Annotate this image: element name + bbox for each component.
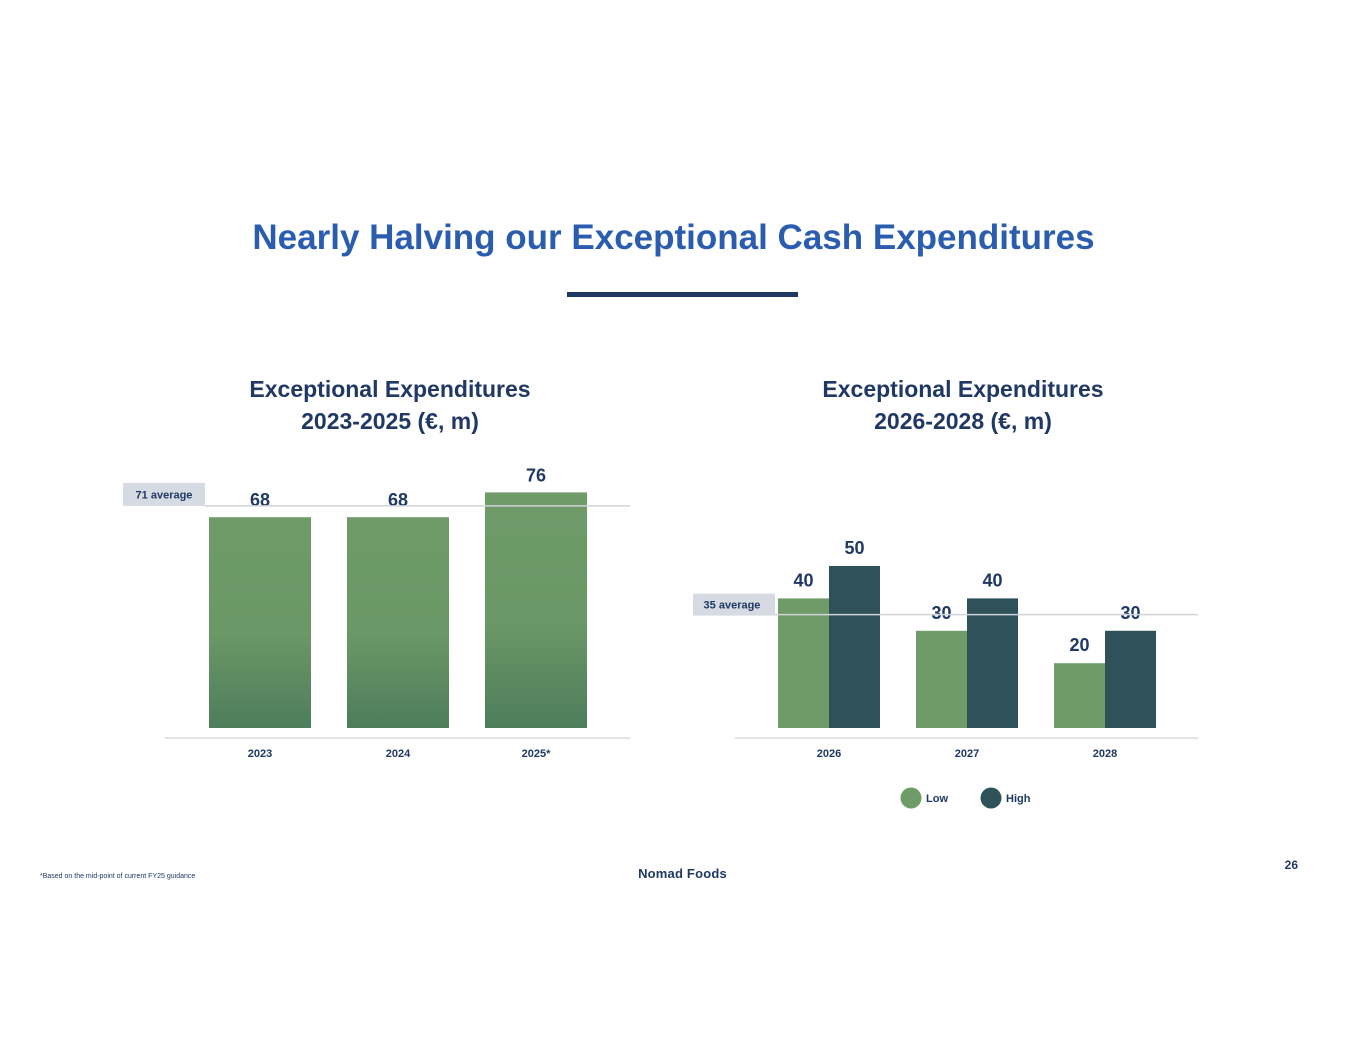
average-badge (693, 593, 775, 616)
bar-2025* (485, 492, 587, 728)
bar-high-2027 (967, 598, 1018, 728)
chart-1-title-line-1: Exceptional Expenditures (249, 376, 531, 402)
legend-swatch-low (900, 787, 922, 809)
average-badge (123, 482, 205, 506)
value-label-2023: 68 (250, 490, 270, 510)
chart-2-exceptional-expenditures-2026-2028: 40 30 20 50 40 30 2026 2027 2028 35 average Low Hig… (693, 538, 1198, 809)
value-label-high-2026: 50 (844, 538, 864, 558)
footnote: *Based on the mid-point of current FY25 … (40, 873, 196, 880)
bar-low-2027 (916, 630, 967, 728)
average-label: 71 average (136, 489, 193, 501)
bar-2024 (347, 517, 449, 728)
bar-2023 (209, 517, 311, 728)
value-label-2025*: 76 (526, 465, 546, 485)
bar-high-2026 (829, 566, 880, 728)
x-tick-2027: 2027 (955, 748, 979, 760)
chart-1-title: Exceptional Expenditures 2023-2025 (€, m… (180, 373, 600, 437)
legend-label-low: Low (926, 793, 948, 805)
legend-swatch-high (980, 787, 1002, 809)
bar-low-2026 (778, 598, 829, 728)
chart-1-exceptional-expenditures-2023-2025: 68 2023 68 2024 76 2025* 71 average (123, 465, 630, 760)
chart-2-title: Exceptional Expenditures 2026-2028 (€, m… (753, 373, 1173, 437)
average-label: 35 average (704, 600, 761, 612)
value-label-2024: 68 (388, 490, 408, 510)
x-tick-2026: 2026 (817, 748, 841, 760)
page-number: 26 (1284, 858, 1298, 872)
slide-title: Nearly Halving our Exceptional Cash Expe… (252, 218, 1095, 257)
x-tick-2028: 2028 (1093, 748, 1117, 760)
value-label-low-2027: 30 (931, 603, 951, 623)
value-label-low-2028: 20 (1069, 635, 1089, 655)
x-tick-2023: 2023 (248, 748, 272, 760)
chart-2-title-line-2: 2026-2028 (€, m) (874, 408, 1052, 434)
title-underline (567, 292, 798, 297)
bar-low-2028 (1054, 663, 1105, 728)
value-label-high-2028: 30 (1120, 603, 1140, 623)
chart-1-title-line-2: 2023-2025 (€, m) (301, 408, 479, 434)
x-tick-2024: 2024 (386, 748, 411, 760)
value-label-low-2026: 40 (793, 570, 813, 590)
value-label-high-2027: 40 (982, 570, 1002, 590)
chart-2-title-line-1: Exceptional Expenditures (822, 376, 1104, 402)
nomad-foods-logo: Nomad Foods (638, 866, 727, 881)
x-tick-2025*: 2025* (522, 748, 551, 760)
bar-high-2028 (1105, 630, 1156, 728)
legend-label-high: High (1006, 793, 1031, 805)
